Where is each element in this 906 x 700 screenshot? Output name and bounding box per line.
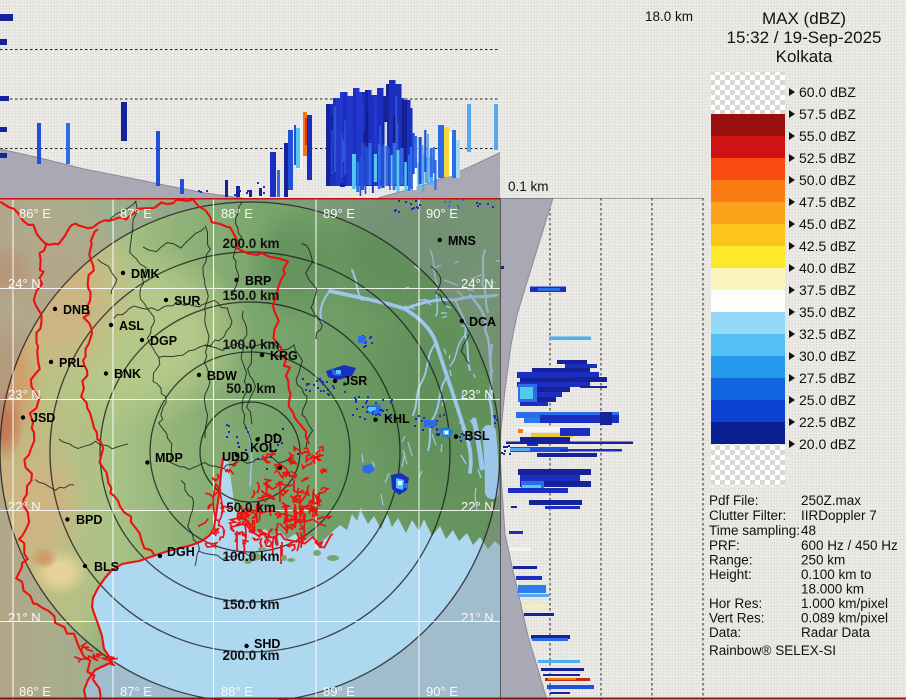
svg-text:23° N: 23° N [461, 387, 494, 402]
svg-text:0.1 km: 0.1 km [508, 179, 549, 194]
svg-text:KRG: KRG [270, 349, 298, 363]
svg-text:89° E: 89° E [323, 206, 355, 221]
svg-text:MAX (dBZ): MAX (dBZ) [762, 9, 846, 28]
svg-text:32.5 dBZ: 32.5 dBZ [799, 326, 856, 342]
svg-text:200.0 km: 200.0 km [222, 236, 279, 251]
svg-text:27.5 dBZ: 27.5 dBZ [799, 370, 856, 386]
svg-text:21° N: 21° N [461, 610, 494, 625]
svg-text:SHD: SHD [254, 637, 280, 651]
svg-text:21° N: 21° N [8, 610, 41, 625]
svg-text:86° E: 86° E [19, 684, 51, 699]
svg-text:Rainbow® SELEX-SI: Rainbow® SELEX-SI [709, 643, 836, 658]
svg-text:150.0 km: 150.0 km [222, 597, 279, 612]
svg-text:SUR: SUR [174, 294, 200, 308]
svg-text:24° N: 24° N [461, 276, 494, 291]
svg-text:MNS: MNS [448, 234, 476, 248]
svg-text:BLS: BLS [94, 560, 119, 574]
svg-text:BNK: BNK [114, 367, 141, 381]
svg-text:89° E: 89° E [323, 684, 355, 699]
svg-text:KHL: KHL [384, 412, 410, 426]
svg-text:DMK: DMK [131, 267, 159, 281]
svg-text:40.0 dBZ: 40.0 dBZ [799, 260, 856, 276]
svg-text:87° E: 87° E [120, 684, 152, 699]
svg-text:Vert Res:: Vert Res: [709, 611, 765, 626]
svg-text:30.0 dBZ: 30.0 dBZ [799, 348, 856, 364]
svg-text:BSL: BSL [465, 429, 490, 443]
svg-text:Time sampling:: Time sampling: [709, 523, 800, 538]
svg-text:23° N: 23° N [8, 387, 41, 402]
svg-text:15:32 / 19-Sep-2025: 15:32 / 19-Sep-2025 [726, 28, 881, 47]
svg-text:JSR: JSR [343, 374, 367, 388]
svg-text:Kolkata: Kolkata [776, 47, 833, 66]
svg-text:50.0 dBZ: 50.0 dBZ [799, 172, 856, 188]
svg-text:PRF:: PRF: [709, 538, 740, 553]
svg-text:18.000 km: 18.000 km [801, 582, 864, 597]
svg-text:DNB: DNB [63, 303, 90, 317]
svg-text:1.000 km/pixel: 1.000 km/pixel [801, 596, 888, 611]
svg-text:0.089 km/pixel: 0.089 km/pixel [801, 611, 888, 626]
svg-text:50.0 km: 50.0 km [226, 381, 276, 396]
svg-text:Height:: Height: [709, 567, 752, 582]
svg-text:57.5 dBZ: 57.5 dBZ [799, 106, 856, 122]
svg-text:Range:: Range: [709, 553, 753, 568]
svg-text:90° E: 90° E [426, 684, 458, 699]
svg-text:55.0 dBZ: 55.0 dBZ [799, 128, 856, 144]
svg-text:ASL: ASL [119, 319, 144, 333]
svg-text:86° E: 86° E [19, 206, 51, 221]
svg-text:DCA: DCA [469, 315, 496, 329]
svg-text:42.5 dBZ: 42.5 dBZ [799, 238, 856, 254]
svg-text:MDP: MDP [155, 451, 183, 465]
svg-text:22° N: 22° N [461, 499, 494, 514]
svg-text:0.100 km to: 0.100 km to [801, 567, 872, 582]
svg-text:22° N: 22° N [8, 499, 41, 514]
svg-text:100.0 km: 100.0 km [222, 337, 279, 352]
svg-text:52.5 dBZ: 52.5 dBZ [799, 150, 856, 166]
svg-text:90° E: 90° E [426, 206, 458, 221]
svg-text:60.0 dBZ: 60.0 dBZ [799, 84, 856, 100]
svg-text:DGP: DGP [150, 334, 177, 348]
svg-text:250 km: 250 km [801, 553, 845, 568]
svg-text:Clutter Filter:: Clutter Filter: [709, 508, 786, 523]
svg-text:DGH: DGH [167, 545, 195, 559]
svg-text:250Z.max: 250Z.max [801, 493, 861, 508]
svg-text:18.0 km: 18.0 km [645, 9, 693, 24]
svg-text:48: 48 [801, 523, 816, 538]
svg-text:Pdf File:: Pdf File: [709, 493, 759, 508]
svg-text:Radar Data: Radar Data [801, 625, 871, 640]
svg-text:37.5 dBZ: 37.5 dBZ [799, 282, 856, 298]
svg-text:IIRDoppler 7: IIRDoppler 7 [801, 508, 877, 523]
svg-text:35.0 dBZ: 35.0 dBZ [799, 304, 856, 320]
svg-text:150.0 km: 150.0 km [222, 288, 279, 303]
svg-text:50.0 km: 50.0 km [226, 500, 276, 515]
svg-text:PRL: PRL [59, 356, 84, 370]
svg-text:Data:: Data: [709, 625, 741, 640]
svg-text:Hor Res:: Hor Res: [709, 596, 762, 611]
svg-text:47.5 dBZ: 47.5 dBZ [799, 194, 856, 210]
svg-text:24° N: 24° N [8, 276, 41, 291]
svg-text:20.0 dBZ: 20.0 dBZ [799, 436, 856, 452]
svg-text:JSD: JSD [31, 411, 55, 425]
svg-text:45.0 dBZ: 45.0 dBZ [799, 216, 856, 232]
svg-text:100.0 km: 100.0 km [222, 549, 279, 564]
svg-text:BRP: BRP [245, 274, 271, 288]
svg-text:200.0 km: 200.0 km [222, 648, 279, 663]
svg-text:UDD: UDD [222, 450, 249, 464]
svg-text:25.0 dBZ: 25.0 dBZ [799, 392, 856, 408]
svg-text:88° E: 88° E [221, 684, 253, 699]
svg-text:BDW: BDW [207, 369, 237, 383]
svg-text:BPD: BPD [76, 513, 102, 527]
svg-text:88° E: 88° E [221, 206, 253, 221]
svg-text:600 Hz / 450 Hz: 600 Hz / 450 Hz [801, 538, 898, 553]
svg-text:DD: DD [264, 432, 282, 446]
svg-text:22.5 dBZ: 22.5 dBZ [799, 414, 856, 430]
svg-text:87° E: 87° E [120, 206, 152, 221]
svg-text:KOL: KOL [250, 441, 277, 455]
